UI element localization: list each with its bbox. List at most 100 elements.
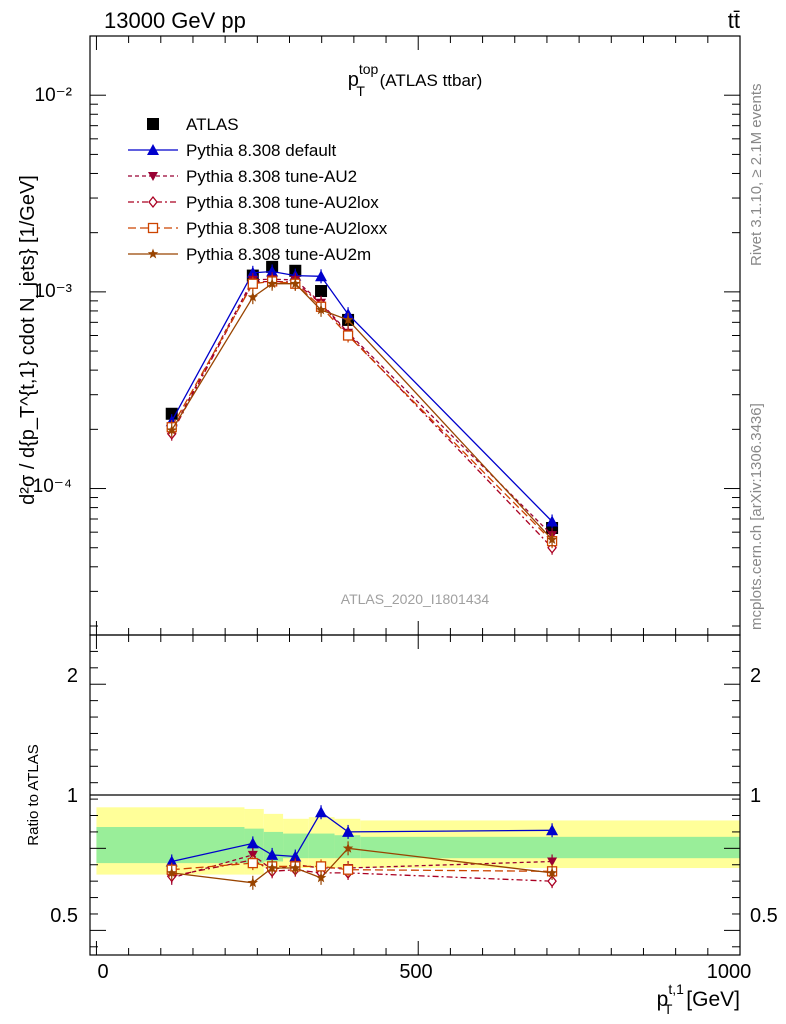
main-point-pythia-8-308-tune-au2m [166, 424, 177, 435]
ratio-y-tick-label-right: 2 [750, 665, 761, 687]
main-line-pythia-8-308-tune-au2loxx [171, 280, 553, 542]
ratio-point-pythia-8-308-tune-au2m [290, 862, 301, 873]
ratio-point-pythia-8-308-tune-au2 [547, 857, 558, 867]
main-series-group [165, 260, 559, 555]
legend-marker [147, 144, 159, 155]
main-series-pythia-8-308-tune-au2m [166, 276, 558, 547]
main-point-pythia-8-308-tune-au2m [247, 291, 259, 302]
main-point-pythia-8-308-tune-au2loxx [342, 330, 354, 341]
x-axis-label-sup: t,1 [668, 981, 684, 997]
legend-symbol-pythia-8-308-tune-au2lox [128, 195, 178, 209]
main-point-atlas [315, 285, 328, 298]
main-line-pythia-8-308-default [171, 270, 553, 522]
main-point-pythia-8-308-tune-au2loxx [247, 278, 258, 289]
ratio-point-pythia-8-308-default [289, 850, 302, 862]
ratio-series-group [165, 805, 559, 890]
legend-marker [147, 118, 159, 130]
ratio-series-pythia-8-308-default [165, 805, 559, 869]
ratio-y-axis-label: Ratio to ATLAS [25, 744, 42, 845]
ratio-y-tick-label: 1 [67, 785, 78, 807]
ratio-point-pythia-8-308-tune-au2loxx [342, 864, 354, 875]
ratio-panel-frame [89, 634, 741, 956]
ratio-point-pythia-8-308-tune-au2m [315, 872, 327, 883]
ratio-point-pythia-8-308-default [266, 848, 279, 860]
main-y-tick-label: 10⁻⁴ [33, 476, 72, 497]
ratio-panel: 0.5 1 2 0.5 1 2 Ratio to ATLAS 0 500 100… [25, 634, 778, 1017]
ratio-point-pythia-8-308-default [546, 824, 559, 836]
main-y-tick-label: 10⁻² [35, 85, 73, 106]
main-panel: 10⁻⁴ 10⁻³ 10⁻² d²σ / d{p_T^{t,1} cdot N_… [17, 35, 741, 636]
legend-symbol-pythia-8-308-default [128, 144, 178, 155]
legend-symbols [128, 118, 178, 259]
plot-title: ptop T (ATLAS ttbar) [348, 61, 483, 99]
x-tick-label: 500 [399, 961, 432, 983]
legend-label-default: Pythia 8.308 default [186, 141, 337, 160]
legend-symbol-pythia-8-308-tune-au2m [128, 248, 178, 259]
main-axis-ticks [90, 35, 741, 635]
main-point-pythia-8-308-tune-au2m [315, 304, 327, 315]
main-series-pythia-8-308-default [165, 264, 559, 529]
main-point-pythia-8-308-default [266, 265, 279, 277]
plot-title-main: p [348, 69, 359, 91]
legend-marker [148, 172, 158, 181]
main-point-pythia-8-308-tune-au2m [342, 314, 354, 325]
legend-label-au2: Pythia 8.308 tune-AU2 [186, 167, 357, 186]
ratio-point-pythia-8-308-default [315, 806, 328, 818]
ratio-uncertainty-bands [96, 807, 740, 875]
ratio-point-pythia-8-308-tune-au2loxx [247, 857, 258, 869]
legend-symbol-pythia-8-308-tune-au2loxx [128, 222, 178, 234]
ratio-point-pythia-8-308-tune-au2m [546, 867, 558, 878]
ratio-axis-ticks [90, 635, 741, 955]
legend-symbol-pythia-8-308-tune-au2 [128, 172, 178, 181]
x-axis-label-main: p [657, 988, 669, 1011]
main-point-pythia-8-308-default [246, 266, 259, 278]
legend-marker [148, 195, 158, 209]
ratio-point-pythia-8-308-tune-au2lox [547, 875, 557, 888]
ratio-point-pythia-8-308-tune-au2m [342, 842, 354, 853]
plot-title-sup: top [359, 61, 379, 77]
main-line-pythia-8-308-tune-au2lox [171, 280, 553, 549]
ratio-point-pythia-8-308-tune-au2m [266, 862, 278, 873]
main-point-pythia-8-308-default [315, 270, 328, 282]
ratio-band-green [263, 831, 284, 862]
ratio-band-green [308, 833, 335, 859]
ratio-series-pythia-8-308-tune-au2m [166, 841, 558, 890]
ratio-point-pythia-8-308-default [342, 825, 355, 837]
main-point-pythia-8-308-tune-au2m [546, 534, 558, 545]
ratio-point-pythia-8-308-tune-au2m [247, 877, 259, 888]
x-axis-label: pt,1 T [GeV] [657, 981, 740, 1017]
main-y-axis-label: d²σ / d{p_T^{t,1} cdot N_jets} [1/GeV] [17, 175, 39, 505]
ratio-y-tick-label-right: 1 [750, 785, 761, 807]
x-axis-label-sub: T [664, 1001, 673, 1017]
main-point-pythia-8-308-tune-au2m [290, 278, 301, 289]
ratio-y-tick-label: 2 [67, 665, 78, 687]
ratio-y-tick-label-right: 0.5 [750, 905, 778, 927]
ratio-point-pythia-8-308-default [246, 837, 259, 849]
plot-title-rest: (ATLAS ttbar) [375, 71, 482, 90]
mcplots-label: mcplots.cern.ch [arXiv:1306.3436] [748, 403, 765, 630]
plot-title-sub: T [356, 83, 365, 99]
legend-label-atlas: ATLAS [186, 115, 239, 134]
legend-label-au2lox: Pythia 8.308 tune-AU2lox [186, 193, 379, 212]
header-energy-label: 13000 GeV pp [104, 8, 246, 33]
main-series-pythia-8-308-tune-au2loxx [166, 274, 558, 549]
legend: ATLAS Pythia 8.308 default Pythia 8.308 … [128, 115, 388, 264]
main-point-pythia-8-308-tune-au2m [266, 278, 278, 289]
main-series-pythia-8-308-tune-au2lox [166, 274, 557, 555]
ratio-band-green [360, 836, 740, 859]
ratio-band-green [96, 827, 245, 864]
legend-marker [147, 248, 159, 259]
x-tick-label: 0 [97, 961, 108, 983]
ratio-point-pythia-8-308-default [165, 855, 178, 867]
ratio-point-pythia-8-308-tune-au2m [166, 867, 177, 878]
ratio-y-tick-label: 0.5 [50, 905, 78, 927]
legend-label-au2m: Pythia 8.308 tune-AU2m [186, 245, 371, 264]
legend-marker [147, 222, 159, 234]
main-y-tick-label: 10⁻³ [35, 281, 73, 302]
ratio-point-pythia-8-308-tune-au2loxx [315, 861, 327, 872]
analysis-watermark: ATLAS_2020_I1801434 [341, 591, 490, 607]
x-axis-label-rest: [GeV] [680, 988, 740, 1011]
main-point-pythia-8-308-default [546, 515, 559, 527]
header-process-label: tt̄ [728, 8, 740, 33]
